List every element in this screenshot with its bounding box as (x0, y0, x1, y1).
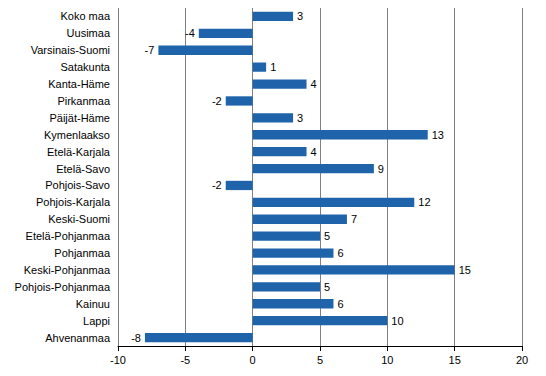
svg-text:6: 6 (337, 247, 343, 259)
svg-text:Keski-Pohjanmaa: Keski-Pohjanmaa (24, 264, 111, 276)
svg-text:5: 5 (324, 281, 330, 293)
svg-text:Etelä-Pohjanmaa: Etelä-Pohjanmaa (26, 230, 111, 242)
svg-text:12: 12 (418, 196, 430, 208)
svg-text:Pohjois-Savo: Pohjois-Savo (45, 179, 110, 191)
svg-text:Etelä-Savo: Etelä-Savo (56, 163, 110, 175)
svg-text:3: 3 (297, 10, 303, 22)
svg-text:Kymenlaakso: Kymenlaakso (44, 129, 110, 141)
svg-text:15: 15 (449, 354, 461, 366)
svg-text:Pohjanmaa: Pohjanmaa (54, 247, 111, 259)
svg-text:-8: -8 (131, 332, 141, 344)
svg-text:10: 10 (391, 315, 403, 327)
svg-text:Keski-Suomi: Keski-Suomi (48, 213, 110, 225)
svg-text:Etelä-Karjala: Etelä-Karjala (47, 146, 111, 158)
svg-text:Päijät-Häme: Päijät-Häme (49, 112, 110, 124)
svg-text:Satakunta: Satakunta (60, 61, 110, 73)
svg-text:Kanta-Häme: Kanta-Häme (48, 78, 110, 90)
svg-text:5: 5 (317, 354, 323, 366)
svg-text:Uusimaa: Uusimaa (67, 27, 111, 39)
svg-text:4: 4 (311, 78, 317, 90)
svg-text:3: 3 (297, 112, 303, 124)
svg-text:Pohjois-Karjala: Pohjois-Karjala (36, 196, 111, 208)
svg-text:6: 6 (337, 298, 343, 310)
svg-text:Pohjois-Pohjanmaa: Pohjois-Pohjanmaa (15, 281, 111, 293)
svg-text:1: 1 (270, 61, 276, 73)
svg-text:-10: -10 (110, 354, 126, 366)
svg-text:-4: -4 (185, 27, 195, 39)
svg-text:Ahvenanmaa: Ahvenanmaa (45, 332, 111, 344)
svg-text:Kainuu: Kainuu (76, 298, 110, 310)
svg-text:15: 15 (459, 264, 471, 276)
svg-text:9: 9 (378, 163, 384, 175)
svg-text:20: 20 (516, 354, 528, 366)
svg-text:4: 4 (311, 146, 317, 158)
svg-text:13: 13 (432, 129, 444, 141)
svg-text:Lappi: Lappi (83, 315, 110, 327)
svg-text:-2: -2 (212, 95, 222, 107)
svg-text:0: 0 (250, 354, 256, 366)
svg-text:5: 5 (324, 230, 330, 242)
svg-text:Pirkanmaa: Pirkanmaa (57, 95, 110, 107)
svg-text:Varsinais-Suomi: Varsinais-Suomi (31, 44, 110, 56)
svg-text:10: 10 (381, 354, 393, 366)
svg-text:-7: -7 (145, 44, 155, 56)
svg-text:Koko maa: Koko maa (60, 10, 110, 22)
svg-text:-5: -5 (180, 354, 190, 366)
svg-text:-2: -2 (212, 179, 222, 191)
svg-text:7: 7 (351, 213, 357, 225)
